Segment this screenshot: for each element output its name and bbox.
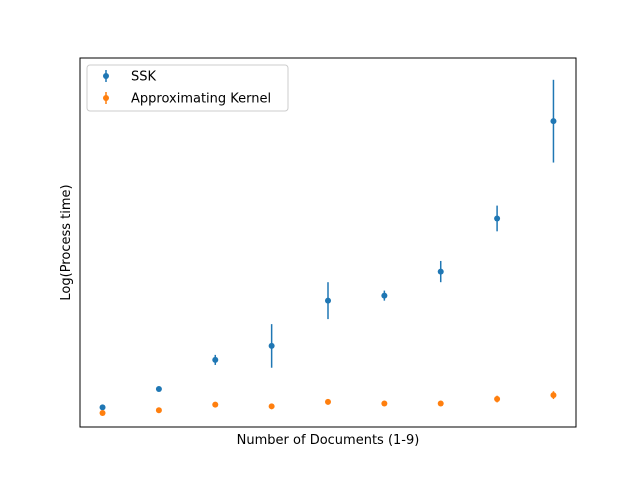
data-point [550,392,557,399]
y-axis-label: Log(Process time) [59,184,74,300]
x-axis-label: Number of Documents (1-9) [237,433,420,448]
plot-marks [99,79,557,417]
legend-entry: SSK [103,70,157,85]
data-point [99,410,106,417]
legend: SSK Approximating Kernel [86,64,289,112]
data-point [212,356,219,363]
data-point [268,403,275,410]
legend-box [86,64,289,112]
data-point [325,297,331,304]
data-point [381,292,388,299]
legend-label: SSK [131,70,157,85]
data-point [494,396,501,403]
data-point [550,118,557,125]
data-point [437,400,444,407]
series-1 [99,79,557,411]
data-point [155,385,162,392]
legend-marker-icon [103,73,109,79]
legend-marker-icon [103,95,109,101]
plot-frame [79,57,577,428]
data-point [325,398,331,405]
data-point [381,400,388,407]
series-2 [99,391,557,417]
data-point [494,215,501,222]
data-point [437,268,444,275]
data-point [212,401,219,408]
legend-entry: Approximating Kernel [103,92,271,107]
legend-label: Approximating Kernel [131,92,271,107]
data-point [155,407,162,414]
data-point [99,404,106,411]
data-point [268,342,275,349]
